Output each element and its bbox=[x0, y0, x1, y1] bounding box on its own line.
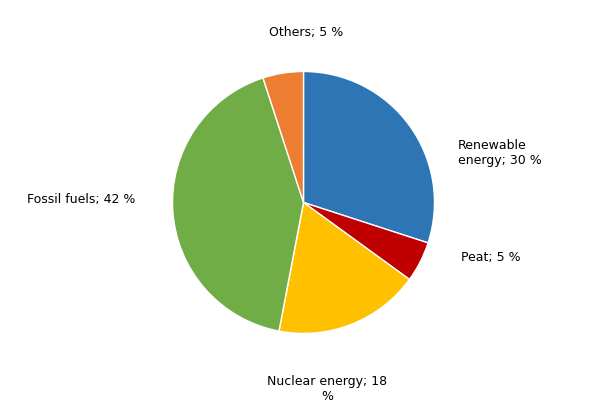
Wedge shape bbox=[304, 71, 435, 243]
Text: Others; 5 %: Others; 5 % bbox=[269, 26, 343, 39]
Text: Fossil fuels; 42 %: Fossil fuels; 42 % bbox=[27, 194, 136, 206]
Wedge shape bbox=[263, 71, 304, 202]
Text: Peat; 5 %: Peat; 5 % bbox=[461, 251, 520, 264]
Wedge shape bbox=[304, 202, 428, 280]
Text: Renewable
energy; 30 %: Renewable energy; 30 % bbox=[458, 139, 542, 167]
Text: Nuclear energy; 18
%: Nuclear energy; 18 % bbox=[267, 375, 387, 403]
Wedge shape bbox=[172, 78, 304, 331]
Wedge shape bbox=[279, 202, 410, 334]
